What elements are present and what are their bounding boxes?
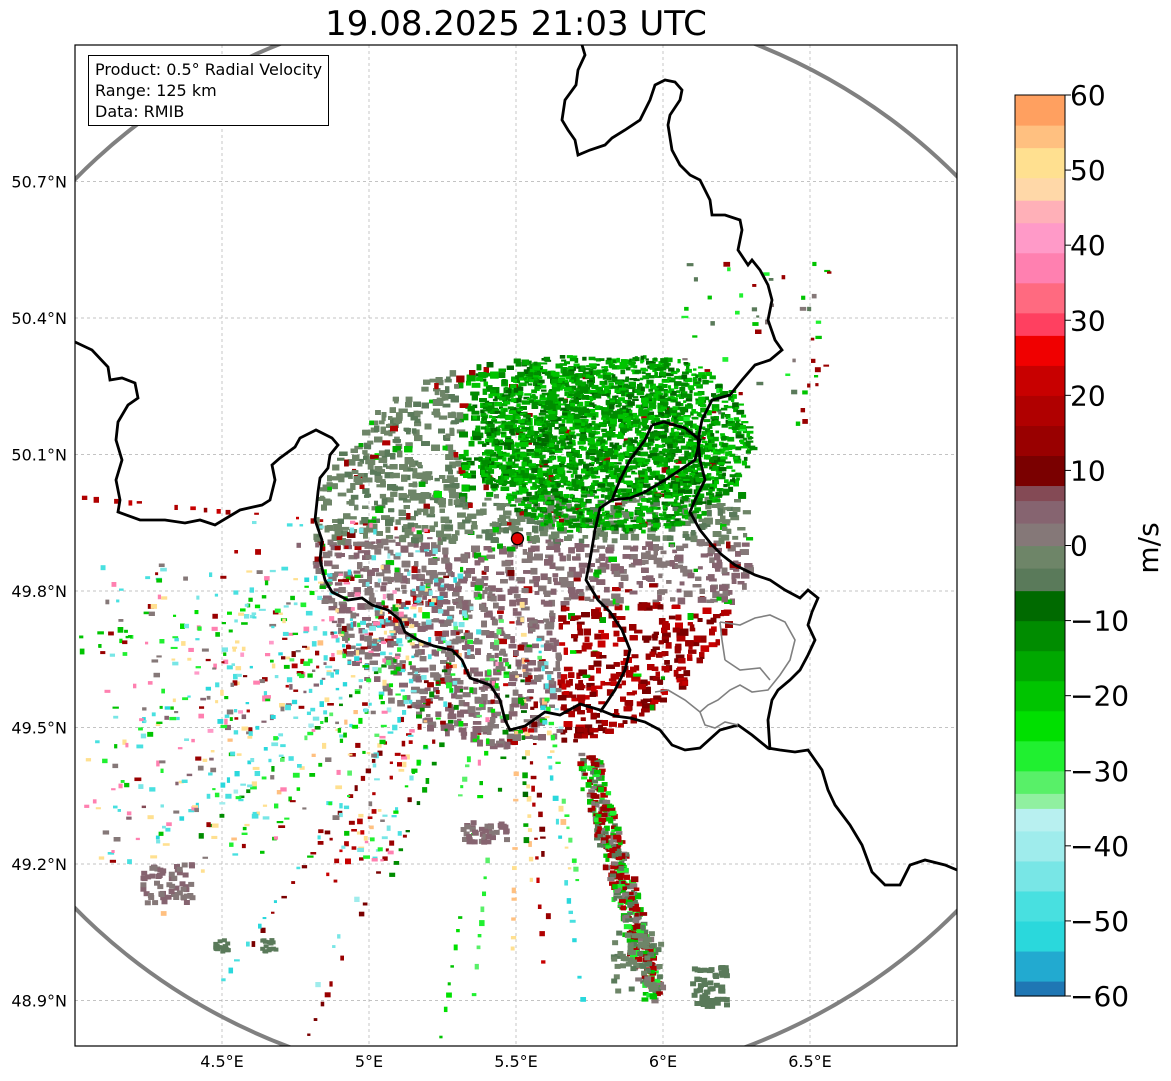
lon-tick-label: 6°E	[649, 1052, 677, 1071]
info-range: Range: 125 km	[95, 81, 217, 100]
lat-tick-label: 50.4°N	[11, 309, 67, 328]
lon-tick-label: 5.5°E	[494, 1052, 538, 1071]
regional-border-saarland-2	[654, 621, 771, 713]
border-luxembourg-germany	[610, 424, 654, 501]
velocity-echoes	[79, 261, 832, 1039]
lat-tick-label: 50.7°N	[11, 173, 67, 192]
lat-tick-label: 49.8°N	[11, 582, 67, 601]
lat-tick-label: 48.9°N	[11, 992, 67, 1011]
regional-border-saarland	[699, 614, 796, 729]
product-info-box: Product: 0.5° Radial Velocity Range: 125…	[88, 55, 330, 126]
lon-tick-label: 4.5°E	[200, 1052, 244, 1071]
radar-site-marker	[510, 532, 525, 546]
lat-tick-label: 49.2°N	[11, 855, 67, 874]
map-title: 19.08.2025 21:03 UTC	[325, 4, 707, 44]
axis-tick-labels: 4.5°E 5°E 5.5°E 6°E 6.5°E 50.7°N 50.4°N 50.1°N 4…	[11, 173, 831, 1072]
info-data-source: Data: RMIB	[95, 102, 185, 121]
border-luxembourg-belgium	[584, 420, 702, 713]
plot-frame	[74, 44, 958, 1047]
info-product: Product: 0.5° Radial Velocity	[95, 60, 323, 79]
border-belgium-france-west	[75, 340, 957, 887]
lat-tick-label: 49.5°N	[11, 719, 67, 738]
lon-tick-label: 5°E	[355, 1052, 383, 1071]
lat-tick-label: 50.1°N	[11, 446, 67, 465]
border-belgium-germany-lux	[560, 45, 820, 751]
lon-tick-label: 6.5°E	[788, 1052, 832, 1071]
